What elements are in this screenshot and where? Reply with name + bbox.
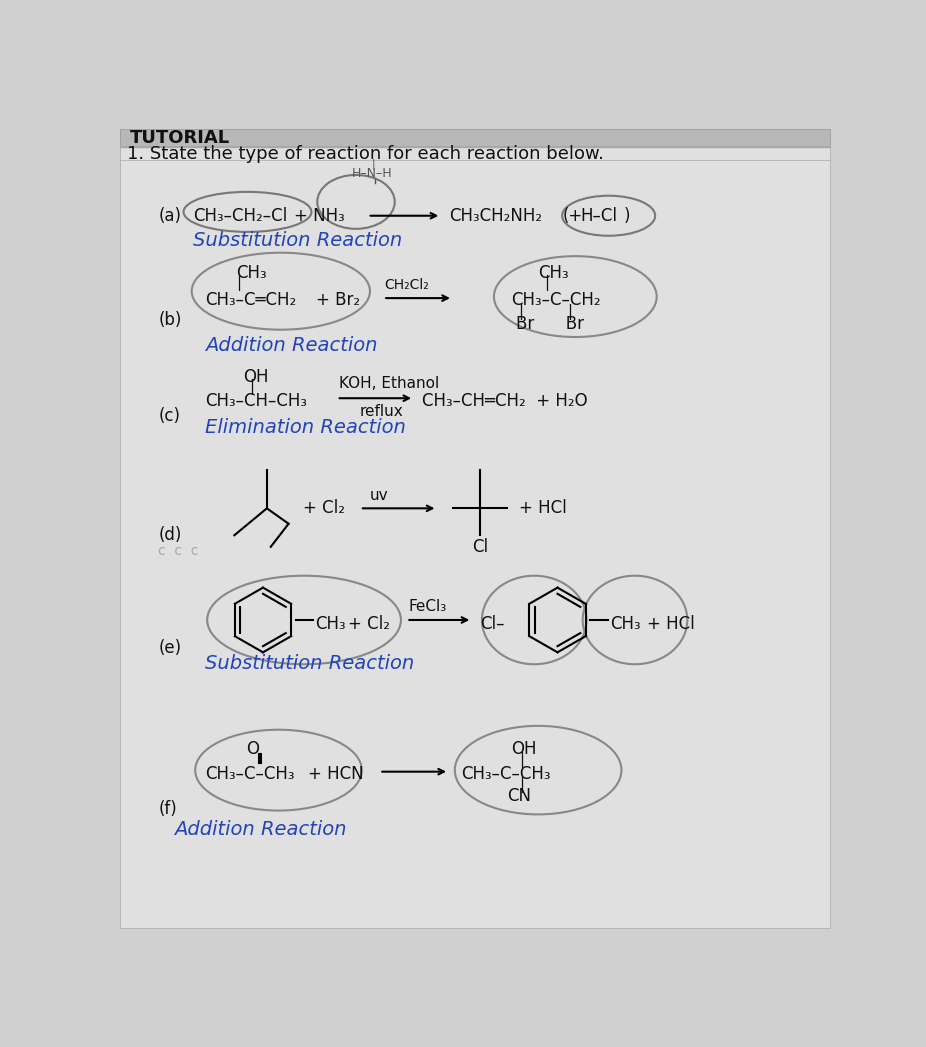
Text: CH₃CH₂NH₂: CH₃CH₂NH₂	[449, 206, 542, 225]
Text: OH: OH	[511, 740, 536, 758]
Text: CH₃–C–CH₃: CH₃–C–CH₃	[460, 765, 550, 783]
Text: (a): (a)	[158, 206, 181, 225]
Text: Cl: Cl	[472, 538, 488, 556]
Text: O: O	[246, 740, 259, 758]
Text: |: |	[519, 752, 524, 768]
Text: OH: OH	[244, 369, 269, 386]
Text: + Cl₂: + Cl₂	[304, 499, 345, 517]
Text: CH₃–CH–CH₃: CH₃–CH–CH₃	[205, 392, 307, 409]
Text: + NH₃: + NH₃	[294, 206, 344, 225]
Text: |: |	[249, 379, 254, 395]
Text: (e): (e)	[158, 640, 181, 658]
Text: + Cl₂: + Cl₂	[348, 615, 390, 632]
Text: |: |	[544, 275, 549, 291]
Text: CH₃–C–CH₃: CH₃–C–CH₃	[205, 765, 294, 783]
Text: (d): (d)	[158, 527, 181, 544]
Text: CH₃–CH₂–Cl: CH₃–CH₂–Cl	[194, 206, 287, 225]
Text: TUTORIAL: TUTORIAL	[130, 129, 230, 147]
Text: |: |	[519, 777, 524, 793]
Text: |: |	[236, 275, 241, 291]
Text: (b): (b)	[158, 311, 181, 329]
Text: CN: CN	[507, 786, 532, 804]
Text: Addition Reaction: Addition Reaction	[174, 820, 346, 839]
Text: CH₃: CH₃	[538, 265, 569, 283]
Text: (c): (c)	[158, 407, 181, 425]
Text: H–N–H: H–N–H	[351, 166, 392, 180]
Text: KOH, Ethanol: KOH, Ethanol	[339, 376, 439, 392]
Text: + HCl: + HCl	[647, 615, 695, 632]
Text: Cl–: Cl–	[480, 615, 505, 632]
FancyBboxPatch shape	[119, 130, 830, 928]
Text: CH₃: CH₃	[315, 615, 345, 632]
Text: CH₃–CH═CH₂  + H₂O: CH₃–CH═CH₂ + H₂O	[422, 392, 587, 409]
Text: + Br₂: + Br₂	[316, 291, 360, 310]
Text: CH₂Cl₂: CH₂Cl₂	[384, 279, 430, 292]
Text: CH₃–C═CH₂: CH₃–C═CH₂	[205, 291, 296, 310]
Text: Elimination Reaction: Elimination Reaction	[205, 418, 406, 437]
Text: + HCl: + HCl	[519, 499, 567, 517]
Text: Addition Reaction: Addition Reaction	[205, 336, 378, 355]
Text: |: |	[371, 158, 375, 169]
Text: c  c  c: c c c	[158, 543, 199, 558]
Text: |         |: | |	[519, 304, 573, 320]
Text: reflux: reflux	[360, 404, 404, 419]
Text: CH₃: CH₃	[610, 615, 641, 632]
FancyBboxPatch shape	[119, 130, 830, 147]
Text: uv: uv	[370, 488, 389, 503]
Text: CH₃–C–CH₂: CH₃–C–CH₂	[511, 291, 601, 310]
Text: + HCN: + HCN	[308, 765, 364, 783]
Text: (+: (+	[563, 206, 583, 225]
Text: H–Cl: H–Cl	[581, 206, 618, 225]
Text: CH₃: CH₃	[236, 265, 267, 283]
Text: Substitution Reaction: Substitution Reaction	[194, 231, 403, 250]
Text: Br      Br: Br Br	[516, 314, 583, 333]
Text: FeCl₃: FeCl₃	[408, 599, 447, 615]
Text: Substitution Reaction: Substitution Reaction	[205, 654, 414, 673]
Text: 1. State the type of reaction for each reaction below.: 1. State the type of reaction for each r…	[128, 146, 605, 163]
Text: (f): (f)	[158, 800, 177, 818]
Text: ): )	[623, 206, 630, 225]
